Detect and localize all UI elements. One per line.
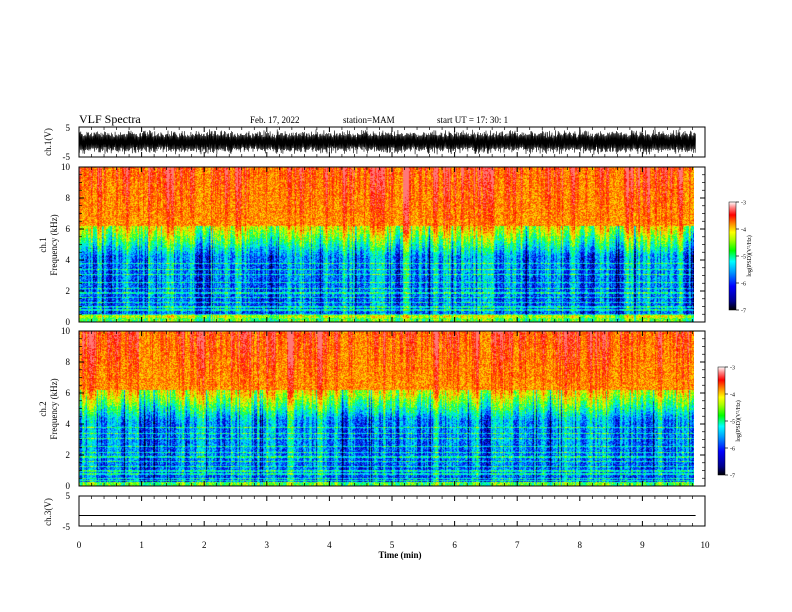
ytick-label: 2 xyxy=(66,450,71,460)
waveform-ch1-trace xyxy=(78,129,696,155)
colorbar-ch2-ticks: -3 -4 -5 -6 -7 xyxy=(725,366,735,480)
colorbar-tick-label: -7 xyxy=(741,309,746,315)
colorbar-ch1-label: log(PSD)(V²/Hz) xyxy=(746,235,753,276)
time-tick-label: 1 xyxy=(139,540,144,550)
waveform-ch1-panel: 5 -5 ch.1(V) xyxy=(43,123,706,162)
colorbar-tick-label: -4 xyxy=(730,393,735,399)
colorbar-tick-label: -5 xyxy=(741,255,746,261)
ytick-label: 10 xyxy=(61,326,71,336)
colorbar-tick-label: -3 xyxy=(730,366,735,372)
colorbar-tick-label: -5 xyxy=(730,420,735,426)
spectrogram-ch2-xticks xyxy=(78,331,706,486)
time-axis-label: Time (min) xyxy=(378,550,421,560)
ytick-label: 4 xyxy=(66,419,71,429)
spectrogram-ch2-image xyxy=(79,331,694,486)
colorbar-tick-label: -3 xyxy=(741,201,746,207)
colorbar-tick-label: -4 xyxy=(741,228,746,234)
colorbar-ch1-ticks: -3 -4 -5 -6 -7 xyxy=(736,201,746,315)
colorbar-tick-label: -6 xyxy=(741,282,746,288)
ytick-label: 6 xyxy=(66,388,71,398)
time-tick-label: 2 xyxy=(202,540,207,550)
spectrogram-ch1-ylabel-line2: Frequency (kHz) xyxy=(49,214,59,275)
spectrogram-ch1-yticks: 0 2 4 6 8 10 xyxy=(61,162,705,327)
spectrogram-ch2-yticks: 0 2 4 6 8 10 xyxy=(61,326,705,491)
waveform-ch1-line xyxy=(78,129,696,155)
time-tick-label: 10 xyxy=(701,540,711,550)
ytick-label: 8 xyxy=(66,357,71,367)
time-tick-label: 6 xyxy=(452,540,457,550)
time-tick-label: 8 xyxy=(578,540,583,550)
date-label: Feb. 17, 2022 xyxy=(250,115,300,125)
colorbar-ch2 xyxy=(717,366,726,476)
waveform-ch1-ytick-bottom: -5 xyxy=(63,152,71,162)
time-tick-label: 7 xyxy=(515,540,520,550)
spectrogram-ch2-ylabel-line1: ch.2 xyxy=(38,401,48,416)
ytick-label: 4 xyxy=(66,255,71,265)
time-axis-tick-labels: 0 1 2 3 4 5 6 7 8 9 10 xyxy=(77,540,710,550)
waveform-ch1-ytick-top: 5 xyxy=(66,123,71,133)
waveform-ch3-ytick-top: 5 xyxy=(66,491,71,501)
waveform-ch3-panel: 5 -5 ch.3(V) xyxy=(43,491,706,532)
time-tick-label: 0 xyxy=(77,540,82,550)
colorbar-ch1 xyxy=(728,201,737,311)
spectrogram-ch1-xticks xyxy=(78,167,706,322)
waveform-ch3-ytick-bottom: -5 xyxy=(63,522,71,532)
ytick-label: 10 xyxy=(61,162,71,172)
time-tick-label: 3 xyxy=(265,540,270,550)
colorbar-tick-label: -6 xyxy=(730,447,735,453)
time-tick-label: 9 xyxy=(640,540,645,550)
colorbar-tick-label: -7 xyxy=(730,474,735,480)
spectrogram-ch2-ylabel-line2: Frequency (kHz) xyxy=(49,378,59,439)
station-label: station=MAM xyxy=(343,115,395,125)
time-tick-label: 4 xyxy=(327,540,332,550)
ytick-label: 6 xyxy=(66,224,71,234)
time-tick-label: 5 xyxy=(390,540,395,550)
waveform-ch3-ylabel: ch.3(V) xyxy=(43,498,53,526)
ytick-label: 8 xyxy=(66,193,71,203)
waveform-ch1-xticks xyxy=(78,127,706,157)
ytick-label: 0 xyxy=(66,317,71,327)
waveform-ch3-xticks xyxy=(78,496,706,526)
waveform-ch1-ylabel: ch.1(V) xyxy=(43,128,53,156)
ytick-label: 2 xyxy=(66,286,71,296)
ytick-label: 0 xyxy=(66,481,71,491)
colorbar-ch2-label: log(PSD)(V²/Hz) xyxy=(735,400,742,441)
spectrogram-ch1-image xyxy=(79,167,694,322)
spectrogram-ch1-ylabel-line1: ch.1 xyxy=(38,237,48,252)
figure-title: VLF Spectra xyxy=(79,112,141,126)
start-time-label: start UT = 17: 30: 1 xyxy=(437,115,508,125)
